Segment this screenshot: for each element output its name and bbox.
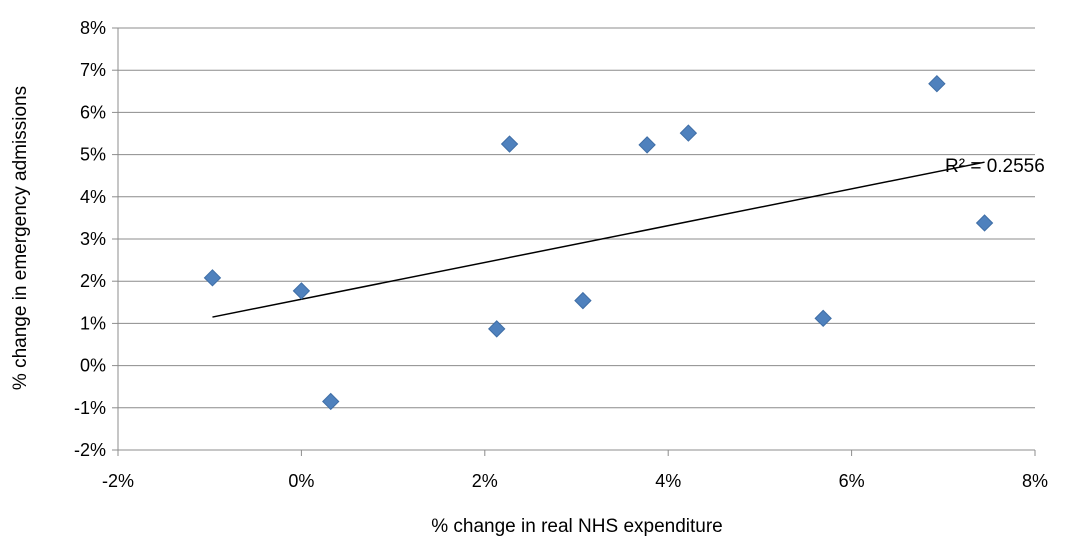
data-point [574, 291, 592, 310]
data-point [322, 392, 340, 411]
data-point [292, 282, 311, 300]
x-tick-label: 8% [1022, 471, 1048, 491]
x-tick-label: 0% [288, 471, 314, 491]
y-tick-label: -2% [74, 440, 106, 460]
y-tick-labels: -2% -1% 0% 1% 2% 3% 4% 5% 6% 7% 8% [74, 18, 106, 460]
data-point [928, 74, 946, 93]
trendline [212, 161, 985, 318]
y-tick-label: 2% [80, 271, 106, 291]
gridlines [118, 27, 1035, 451]
x-axis-title: % change in real NHS expenditure [431, 516, 723, 537]
x-tick-label: 2% [472, 471, 498, 491]
r-squared-label: R² = 0.2556 [945, 156, 1045, 177]
data-point [500, 135, 519, 153]
y-tick-label: 4% [80, 187, 106, 207]
x-tick-label: 4% [655, 471, 681, 491]
trendline-group [212, 161, 985, 318]
y-tick-label: 6% [80, 102, 106, 122]
y-tick-label: 5% [80, 145, 106, 165]
y-tick-label: 0% [80, 356, 106, 376]
x-tick-labels: -2% 0% 2% 4% 6% 8% [102, 471, 1048, 491]
y-axis-title: % change in emergency admissions [10, 86, 31, 390]
data-point [203, 269, 222, 287]
data-points [203, 74, 994, 411]
y-tick-label: 7% [80, 60, 106, 80]
x-tick-label: 6% [839, 471, 865, 491]
data-point [679, 124, 698, 142]
data-point [814, 309, 832, 328]
y-tick-label: 3% [80, 229, 106, 249]
axes [112, 27, 1036, 456]
data-point [488, 320, 506, 338]
y-tick-label: 8% [80, 18, 106, 38]
data-point [975, 214, 994, 232]
x-tick-label: -2% [102, 471, 134, 491]
y-tick-label: 1% [80, 313, 106, 333]
y-tick-label: -1% [74, 398, 106, 418]
data-point [638, 136, 656, 154]
